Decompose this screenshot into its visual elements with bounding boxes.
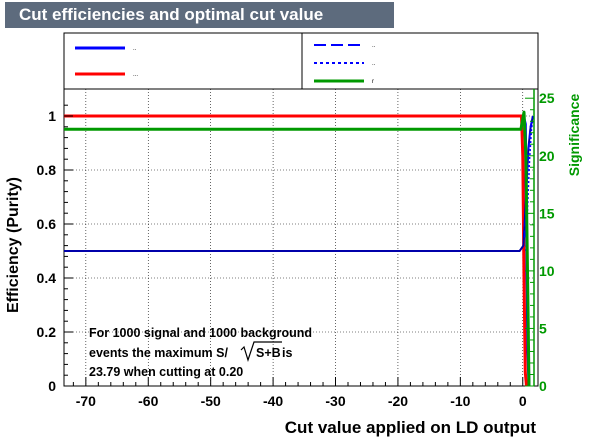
annotation: For 1000 signal and 1000 background even…: [89, 326, 312, 379]
y2-axis-title: Significance: [566, 94, 582, 177]
chart-title: Cut efficiencies and optimal cut value: [5, 2, 394, 28]
series-line-5: [64, 110, 531, 387]
y2-tick-label: 20: [539, 148, 555, 164]
x-tick-label: -70: [76, 393, 96, 409]
annotation-line-2c: is: [282, 346, 292, 360]
axis-ticks: -70 -60 -50 -40 -30 -20 -10 000.20.40.60.810510…: [37, 90, 555, 409]
y-tick-label: 0.6: [37, 216, 57, 232]
y-tick-label: 0.4: [37, 270, 57, 286]
y2-tick-label: 15: [539, 205, 555, 221]
y-tick-label: 0: [48, 378, 56, 394]
legend-label-1: ...: [133, 72, 138, 78]
annotation-line-1: For 1000 signal and 1000 background: [89, 326, 312, 340]
sqrt-sign: [240, 341, 282, 362]
annotation-line-2a: events the maximum S/: [89, 346, 228, 360]
series-layer: [64, 110, 535, 387]
x-axis-title: Cut value applied on LD output: [285, 418, 537, 437]
series-line-1: [64, 114, 528, 387]
x-tick-label: -30: [325, 393, 345, 409]
x-tick-label: -20: [388, 393, 408, 409]
plot-frame: [63, 88, 539, 387]
x-tick-label: 0: [519, 393, 527, 409]
legend-label-4: r: [372, 79, 374, 85]
y-tick-label: 1: [48, 108, 56, 124]
legend-label-2: ..: [372, 43, 376, 49]
x-tick-label: -40: [263, 393, 283, 409]
y2-tick-label: 5: [539, 320, 547, 336]
legend-label-3: ..: [372, 61, 376, 67]
annotation-line-2b: S+B: [256, 346, 281, 360]
annotation-line-3: 23.79 when cutting at 0.20: [89, 365, 243, 379]
y-axis-title: Efficiency (Purity): [5, 177, 22, 313]
x-tick-label: -50: [201, 393, 221, 409]
x-tick-label: -10: [450, 393, 470, 409]
y2-tick-label: 10: [539, 263, 555, 279]
y-tick-label: 0.8: [37, 162, 57, 178]
x-tick-label: -60: [138, 393, 158, 409]
y2-tick-label: 0: [539, 378, 547, 394]
y2-tick-label: 25: [539, 90, 555, 106]
legend: ......... r: [63, 32, 539, 90]
y-tick-label: 0.2: [37, 324, 57, 340]
legend-label-0: ..: [133, 46, 137, 52]
